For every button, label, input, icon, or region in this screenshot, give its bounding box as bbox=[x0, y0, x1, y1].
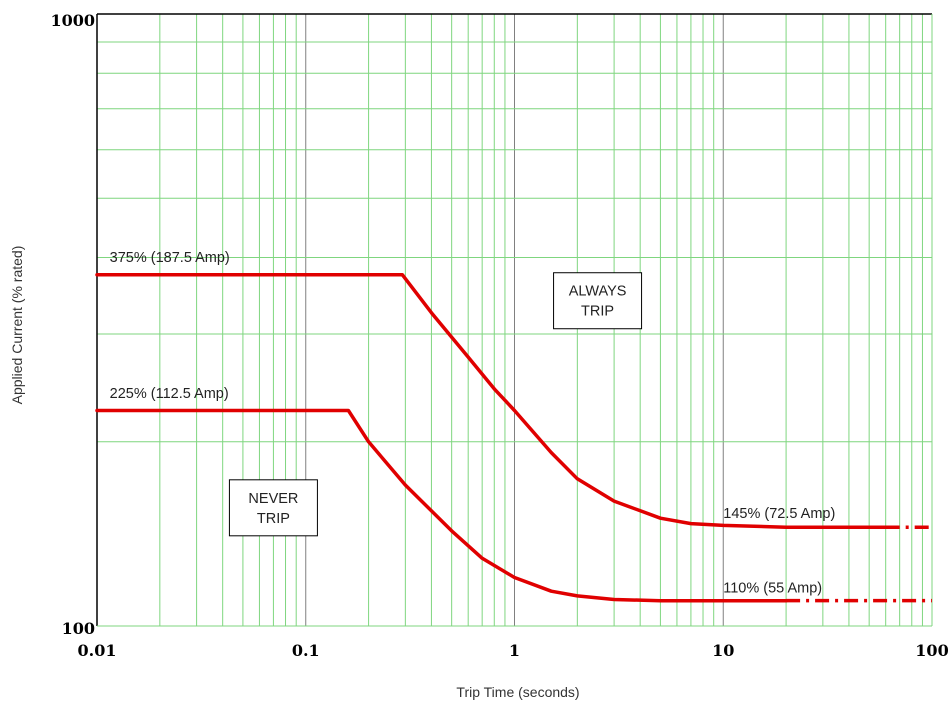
plot-frame bbox=[96, 13, 933, 627]
region-labels: ALWAYS TRIP NEVER TRIP bbox=[228, 272, 643, 537]
region-label: TRIP bbox=[257, 511, 290, 527]
region-box bbox=[228, 479, 318, 537]
x-axis-label: Trip Time (seconds) bbox=[456, 684, 579, 700]
trip-curve-line bbox=[95, 408, 788, 603]
trip-curve-line bbox=[95, 272, 888, 529]
curve-annotation: 110% (55 Amp) bbox=[723, 580, 822, 596]
curve-annotation: 145% (72.5 Amp) bbox=[723, 506, 835, 522]
grid-lines bbox=[97, 14, 932, 626]
region-label: ALWAYS bbox=[569, 284, 627, 300]
region-label: TRIP bbox=[581, 304, 614, 320]
region-box bbox=[553, 272, 643, 330]
region-label: NEVER bbox=[248, 491, 298, 507]
curve-annotation: 375% (187.5 Amp) bbox=[110, 250, 230, 266]
x-tick-label: 0.1 bbox=[292, 641, 320, 660]
tick-labels: 0.01 0.1 1 10 100 100 1000 bbox=[50, 11, 948, 660]
series-lines bbox=[95, 272, 932, 603]
y-tick-label: 100 bbox=[62, 619, 95, 638]
y-tick-label: 1000 bbox=[50, 11, 95, 30]
x-tick-label: 0.01 bbox=[78, 641, 117, 660]
curve-annotation: 225% (112.5 Amp) bbox=[110, 386, 229, 402]
annotations: 375% (187.5 Amp) 225% (112.5 Amp) 145% (72… bbox=[110, 250, 836, 596]
x-tick-label: 100 bbox=[915, 641, 948, 660]
y-axis-label: Applied Current (% rated) bbox=[9, 246, 25, 405]
x-tick-label: 1 bbox=[509, 641, 520, 660]
x-tick-label: 10 bbox=[712, 641, 734, 660]
